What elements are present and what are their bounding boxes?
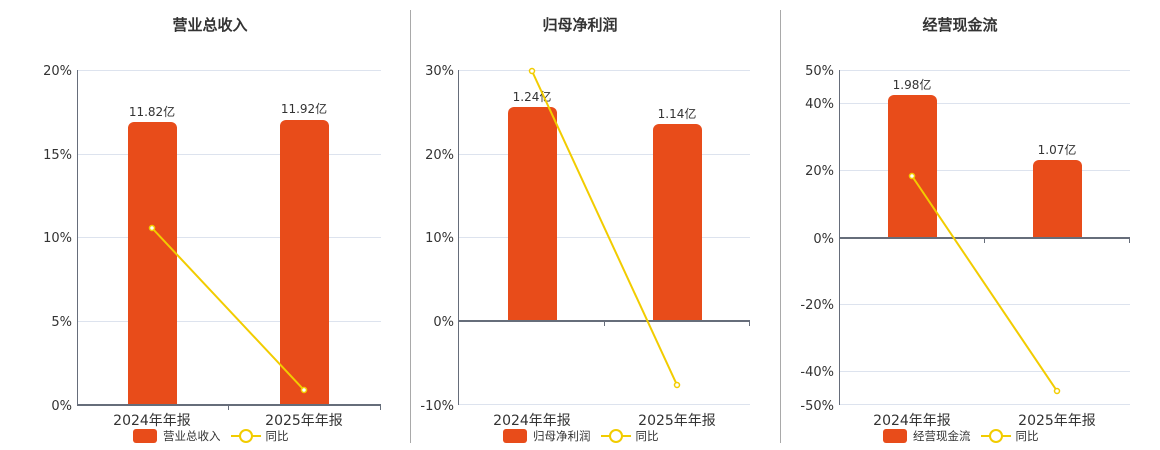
bar-2024[interactable] <box>888 95 937 238</box>
svg-text:40%: 40% <box>805 97 834 112</box>
svg-text:2024年年报: 2024年年报 <box>493 413 571 429</box>
svg-text:0%: 0% <box>51 399 72 414</box>
divider <box>780 10 781 443</box>
legend-net-profit: 归母净利润 同比 <box>503 428 659 444</box>
svg-text:20%: 20% <box>43 64 72 79</box>
svg-text:11.92亿: 11.92亿 <box>281 101 327 116</box>
legend-line-label[interactable]: 同比 <box>635 429 659 443</box>
svg-text:-50%: -50% <box>800 399 834 414</box>
legend-line-label[interactable]: 同比 <box>1015 429 1039 443</box>
point-2025[interactable] <box>1053 387 1061 395</box>
chart-title-revenue: 营业总收入 <box>172 16 248 34</box>
line-marker-icon[interactable] <box>230 429 261 443</box>
line-marker-icon[interactable] <box>980 429 1011 443</box>
bar-2025[interactable] <box>280 120 329 405</box>
legend-bar-label[interactable]: 归母净利润 <box>533 429 591 443</box>
svg-text:-10%: -10% <box>420 399 454 414</box>
svg-text:20%: 20% <box>425 148 454 163</box>
legend-line-label[interactable]: 同比 <box>265 429 289 443</box>
bars <box>128 120 329 405</box>
svg-text:20%: 20% <box>805 164 834 179</box>
svg-text:0%: 0% <box>433 315 454 330</box>
svg-text:2024年年报: 2024年年报 <box>113 413 191 429</box>
x-axis-labels: 2024年年报 2025年年报 <box>493 413 716 429</box>
point-2024[interactable] <box>528 67 536 75</box>
legend-revenue: 营业总收入 同比 <box>133 428 289 444</box>
chart-title-operating-cash-flow: 经营现金流 <box>922 16 998 34</box>
yoy-line <box>148 224 308 394</box>
svg-text:-40%: -40% <box>800 365 834 380</box>
bar-2025[interactable] <box>1033 160 1082 238</box>
point-2024[interactable] <box>908 172 916 180</box>
svg-text:2025年年报: 2025年年报 <box>265 413 343 429</box>
svg-text:5%: 5% <box>51 315 72 330</box>
yoy-line <box>528 67 681 389</box>
divider <box>410 10 411 443</box>
chart-revenue: 20% 15% 10% 5% 0% 11.82亿 11.92亿 2024年年报 … <box>43 64 381 429</box>
bar-2024[interactable] <box>128 122 177 405</box>
legend-bar-label[interactable]: 经营现金流 <box>913 429 971 443</box>
chart-title-net-profit: 归母净利润 <box>542 16 618 34</box>
bar-labels: 1.98亿 1.07亿 <box>893 77 1077 157</box>
bar-swatch-icon[interactable] <box>883 429 907 443</box>
x-axis-labels: 2024年年报 2025年年报 <box>873 413 1096 429</box>
gridlines <box>77 70 381 322</box>
point-2025[interactable] <box>673 381 681 389</box>
bar-2025[interactable] <box>653 124 702 321</box>
bar-swatch-icon[interactable] <box>503 429 527 443</box>
legend-operating-cash-flow: 经营现金流 同比 <box>883 428 1039 444</box>
svg-text:50%: 50% <box>805 64 834 79</box>
line-marker-icon[interactable] <box>600 429 631 443</box>
svg-text:-20%: -20% <box>800 298 834 313</box>
y-axis-ticks: 20% 15% 10% 5% 0% <box>43 64 72 414</box>
x-axis-labels: 2024年年报 2025年年报 <box>113 413 343 429</box>
svg-text:10%: 10% <box>425 231 454 246</box>
svg-text:2025年年报: 2025年年报 <box>638 413 716 429</box>
point-2025[interactable] <box>300 386 308 394</box>
bars <box>508 107 702 321</box>
bars <box>888 95 1082 238</box>
svg-text:11.82亿: 11.82亿 <box>129 104 175 119</box>
svg-text:30%: 30% <box>425 64 454 79</box>
yoy-line <box>908 172 1061 395</box>
svg-text:1.98亿: 1.98亿 <box>893 77 932 92</box>
svg-text:0%: 0% <box>813 232 834 247</box>
bar-labels: 11.82亿 11.92亿 <box>129 101 327 119</box>
svg-text:2025年年报: 2025年年报 <box>1018 413 1096 429</box>
bar-swatch-icon[interactable] <box>133 429 157 443</box>
legend-bar-label[interactable]: 营业总收入 <box>163 429 221 443</box>
svg-text:10%: 10% <box>43 231 72 246</box>
bar-2024[interactable] <box>508 107 557 321</box>
y-axis-ticks: 30% 20% 10% 0% -10% <box>420 64 454 414</box>
svg-text:1.14亿: 1.14亿 <box>658 106 697 121</box>
y-axis-ticks: 50% 40% 20% 0% -20% -40% -50% <box>800 64 834 414</box>
svg-text:1.07亿: 1.07亿 <box>1038 142 1077 157</box>
svg-text:2024年年报: 2024年年报 <box>873 413 951 429</box>
chart-net-profit: 30% 20% 10% 0% -10% 1.24亿 1.14亿 2024年年报 … <box>420 64 750 429</box>
point-2024[interactable] <box>148 224 156 232</box>
svg-text:15%: 15% <box>43 148 72 163</box>
